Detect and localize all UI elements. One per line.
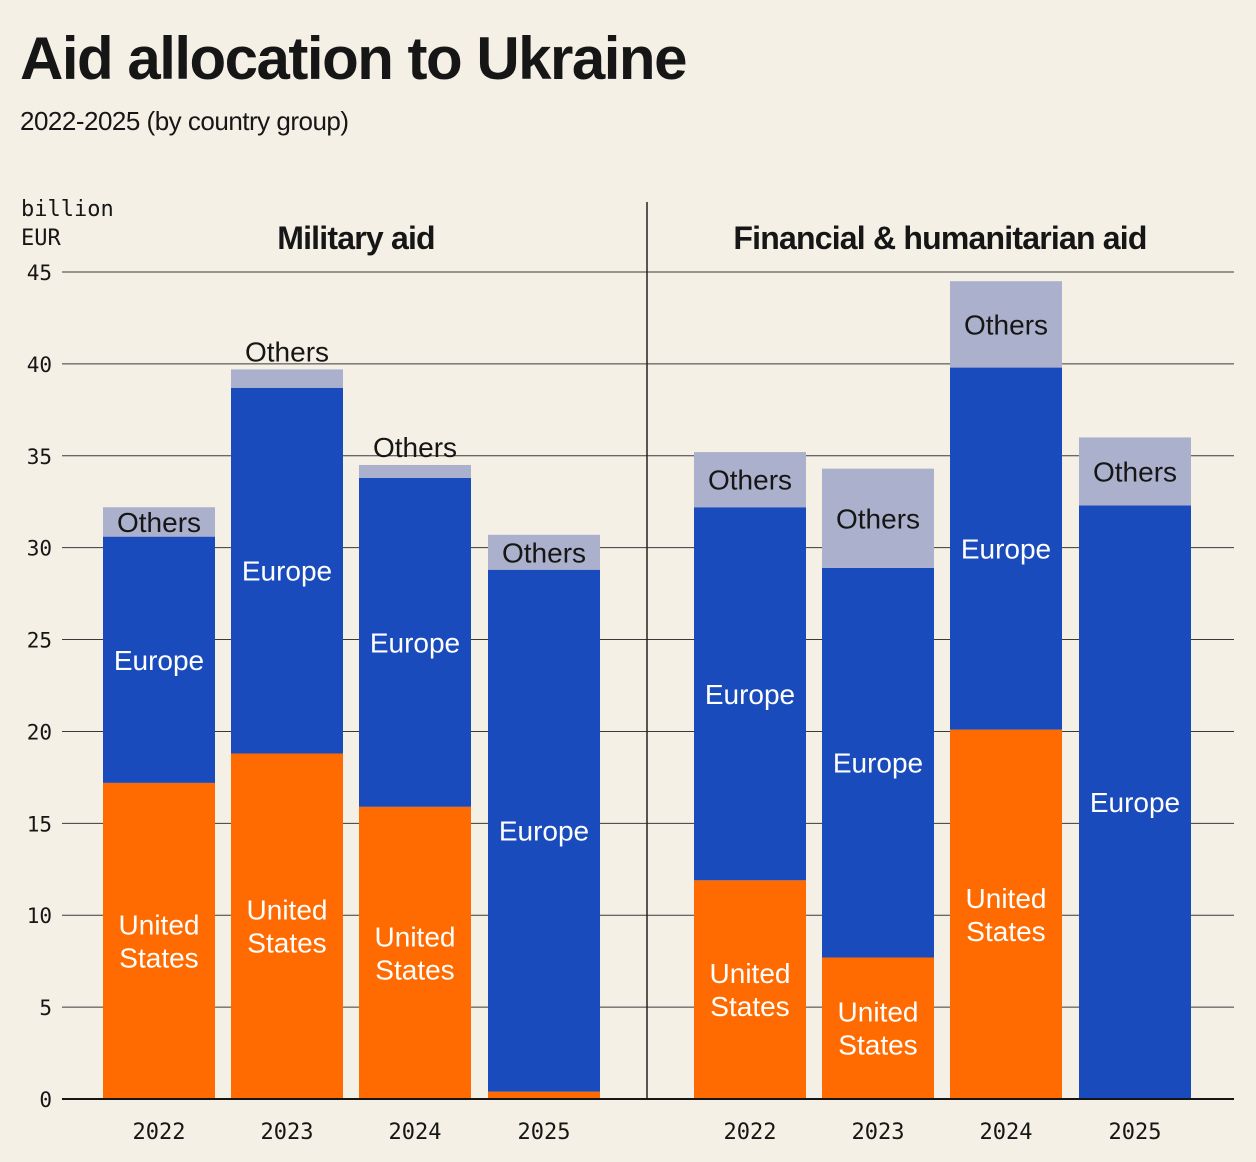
- x-tick-label: 2024: [980, 1120, 1033, 1145]
- bar-segment-europe: [694, 507, 806, 881]
- y-tick-label: 5: [39, 996, 52, 1020]
- x-tick-label: 2025: [518, 1120, 571, 1145]
- y-tick-label: 10: [27, 904, 52, 928]
- bar-segment-europe: [822, 567, 934, 958]
- y-tick-label: 25: [27, 629, 52, 653]
- segment-label: Europe: [705, 679, 795, 710]
- x-tick-label: 2024: [389, 1120, 442, 1145]
- segment-label: Others: [373, 432, 457, 463]
- bar-segment-others: [488, 534, 600, 570]
- segment-label: Others: [117, 507, 201, 538]
- segment-label: Europe: [242, 556, 332, 587]
- x-tick-label: 2025: [1109, 1120, 1162, 1145]
- segment-label: United: [710, 958, 791, 989]
- y-tick-label: 0: [39, 1088, 52, 1112]
- segment-label: Europe: [370, 627, 460, 658]
- bar-segment-europe: [231, 387, 343, 754]
- bar-segment-united-states: [231, 753, 343, 1099]
- segment-label: States: [966, 916, 1045, 947]
- bar-segment-europe: [950, 367, 1062, 730]
- y-tick-label: 15: [27, 812, 52, 836]
- bar-segment-others: [950, 281, 1062, 368]
- segment-label: Europe: [114, 645, 204, 676]
- bar-segment-others: [1079, 437, 1191, 506]
- bar-segment-others: [694, 452, 806, 508]
- bar-segment-europe: [359, 477, 471, 807]
- y-tick-label: 45: [27, 261, 52, 285]
- segment-label: Others: [964, 309, 1048, 340]
- segment-label: Europe: [833, 748, 923, 779]
- bar-segment-europe: [1079, 505, 1191, 1099]
- y-tick-label: 20: [27, 720, 52, 744]
- bar-segment-united-states: [950, 729, 1062, 1099]
- segment-label: Europe: [961, 534, 1051, 565]
- y-tick-label: 35: [27, 445, 52, 469]
- bar-segment-others: [359, 464, 471, 478]
- segment-label: United: [247, 895, 328, 926]
- segment-label: Europe: [499, 816, 589, 847]
- segment-label: Europe: [1090, 787, 1180, 818]
- segment-label: States: [710, 991, 789, 1022]
- segment-label: Others: [245, 336, 329, 367]
- bar-segment-europe: [103, 536, 215, 783]
- segment-label: States: [838, 1030, 917, 1061]
- bar-segment-united-states: [488, 1091, 600, 1099]
- x-tick-label: 2023: [852, 1120, 905, 1145]
- segment-label: Others: [708, 465, 792, 496]
- y-tick-label: 40: [27, 353, 52, 377]
- chart-subtitle: 2022-2025 (by country group): [20, 106, 349, 136]
- segment-label: Others: [502, 537, 586, 568]
- bar-segment-united-states: [103, 782, 215, 1099]
- y-tick-label: 30: [27, 537, 52, 561]
- segment-label: United: [375, 921, 456, 952]
- bar-segment-united-states: [822, 957, 934, 1099]
- segment-label: United: [966, 883, 1047, 914]
- bar-segment-united-states: [359, 806, 471, 1099]
- segment-label: Others: [836, 503, 920, 534]
- bar-segment-others: [822, 468, 934, 568]
- segment-label: United: [838, 997, 919, 1028]
- x-tick-label: 2022: [724, 1120, 777, 1145]
- bar-segment-others: [231, 369, 343, 388]
- chart-title: Aid allocation to Ukraine: [20, 25, 687, 92]
- bar-segment-europe: [488, 569, 600, 1092]
- bar-segment-others: [103, 507, 215, 537]
- y-axis-label: EUR: [21, 226, 61, 251]
- panel-title: Military aid: [277, 220, 435, 256]
- segment-label: States: [375, 954, 454, 985]
- x-tick-label: 2022: [133, 1120, 186, 1145]
- panel-title: Financial & humanitarian aid: [733, 220, 1146, 256]
- segment-label: States: [247, 928, 326, 959]
- x-tick-label: 2023: [261, 1120, 314, 1145]
- segment-label: United: [119, 909, 200, 940]
- y-axis-label: billion: [21, 197, 114, 222]
- bar-segment-united-states: [694, 880, 806, 1099]
- segment-label: States: [119, 942, 198, 973]
- segment-label: Others: [1093, 456, 1177, 487]
